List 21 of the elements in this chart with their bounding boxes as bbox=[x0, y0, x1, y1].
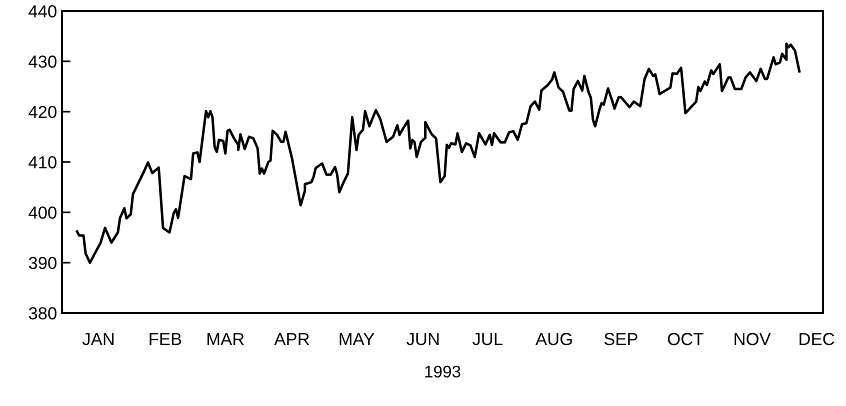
line-series bbox=[76, 42, 801, 264]
x-tick-label: DEC bbox=[800, 332, 834, 346]
x-tick-label: OCT bbox=[668, 332, 704, 346]
y-tick-label: 440 bbox=[28, 5, 56, 18]
y-tick-label: 410 bbox=[28, 156, 56, 168]
x-tick-label: AUG bbox=[536, 332, 572, 346]
y-tick-label: 390 bbox=[28, 256, 56, 270]
x-tick-label: JUL bbox=[472, 333, 503, 346]
x-tick-label: JAN bbox=[82, 333, 114, 346]
x-axis-title: 1993 bbox=[425, 366, 460, 378]
y-tick-label: 380 bbox=[28, 307, 56, 320]
y-tick-label: 400 bbox=[28, 206, 56, 219]
x-tick-label: MAY bbox=[340, 333, 374, 346]
x-tick-label: APR bbox=[274, 333, 310, 346]
x-tick-label: NOV bbox=[734, 332, 771, 346]
x-tick-label: SEP bbox=[604, 332, 638, 346]
y-tick-label: 430 bbox=[28, 56, 56, 68]
x-tick-label: MAR bbox=[208, 333, 244, 346]
y-tick-label: 420 bbox=[28, 106, 56, 118]
x-tick-label: JUN bbox=[406, 333, 439, 346]
x-tick-label: FEB bbox=[150, 333, 182, 346]
